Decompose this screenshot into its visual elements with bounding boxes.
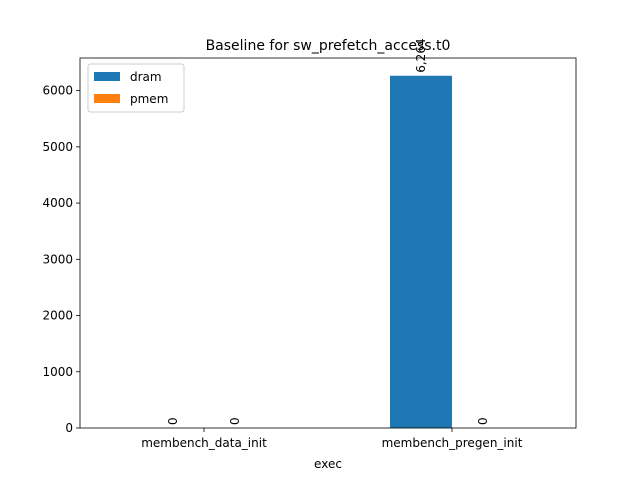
x-axis: membench_data_init membench_pregen_init — [141, 428, 523, 450]
bar-dram-membench_pregen_init — [390, 75, 452, 429]
x-axis-label: exec — [314, 457, 342, 471]
y-tick-label: 1000 — [42, 365, 73, 379]
plot-area-frame — [79, 57, 577, 429]
legend-label-pmem: pmem — [130, 92, 168, 106]
data-label-pmem-membench_pregen_init: 0 — [476, 417, 490, 425]
chart-title: Baseline for sw_prefetch_access.t0 — [206, 38, 451, 54]
bars-layer — [390, 75, 452, 429]
legend: dram pmem — [87, 63, 185, 113]
legend-label-dram: dram — [130, 70, 162, 84]
y-tick-label: 5000 — [42, 140, 73, 154]
data-label-dram-membench_data_init: 0 — [166, 417, 180, 425]
data-labels-layer: 0 6,264 0 0 — [166, 38, 490, 425]
x-tick-label: membench_pregen_init — [382, 436, 523, 450]
y-tick-label: 6000 — [42, 84, 73, 98]
y-tick-label: 2000 — [42, 309, 73, 323]
legend-swatch-pmem — [94, 94, 120, 103]
y-tick-label: 0 — [65, 421, 73, 435]
y-tick-label: 4000 — [42, 196, 73, 210]
data-label-pmem-membench_data_init: 0 — [228, 417, 242, 425]
legend-swatch-dram — [94, 72, 120, 81]
y-axis: 0 1000 2000 3000 4000 5000 6000 — [42, 84, 80, 435]
x-tick-label: membench_data_init — [141, 436, 267, 450]
y-tick-label: 3000 — [42, 252, 73, 266]
data-label-dram-membench_pregen_init: 6,264 — [414, 38, 428, 72]
